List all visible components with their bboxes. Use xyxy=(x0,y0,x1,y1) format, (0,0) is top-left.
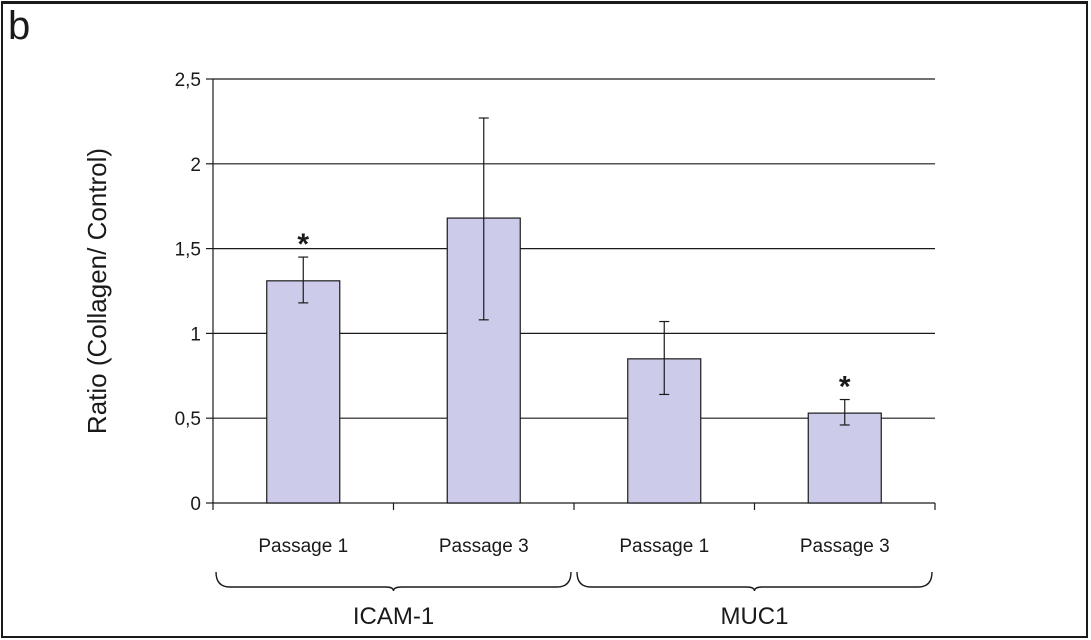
y-tick-label: 1,5 xyxy=(175,240,201,261)
category-label: Passage 1 xyxy=(619,536,709,557)
group-brace xyxy=(215,571,572,592)
category-label: Passage 3 xyxy=(800,536,890,557)
group-label: ICAM-1 xyxy=(353,603,434,630)
y-axis-title: Ratio (Collagen/ Control) xyxy=(82,148,112,434)
group-label: MUC1 xyxy=(720,603,788,630)
group-brace xyxy=(576,571,933,592)
y-tick-label: 2 xyxy=(190,155,201,176)
y-tick-label: 0,5 xyxy=(175,409,201,430)
significance-marker: * xyxy=(839,371,851,404)
category-label: Passage 1 xyxy=(258,536,348,557)
bar xyxy=(266,280,341,504)
panel-label: b xyxy=(8,4,31,48)
bar xyxy=(807,412,882,504)
y-tick-label: 1 xyxy=(190,324,201,345)
y-tick-label: 2,5 xyxy=(175,70,201,91)
category-label: Passage 3 xyxy=(439,536,529,557)
significance-marker: * xyxy=(297,228,309,261)
y-tick-label: 0 xyxy=(190,494,201,515)
